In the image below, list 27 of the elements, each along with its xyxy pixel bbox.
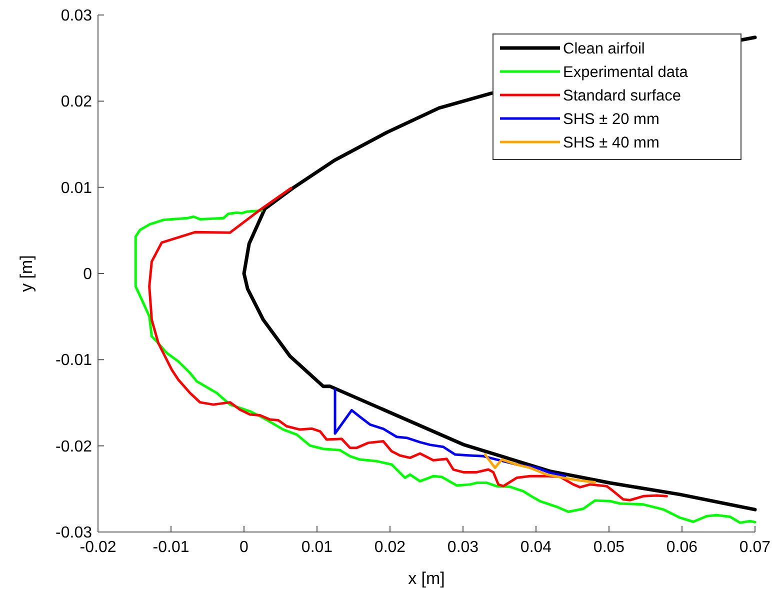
x-tick-label: 0.07 bbox=[739, 539, 771, 556]
legend-label: Experimental data bbox=[563, 64, 688, 81]
legend-label: Standard surface bbox=[563, 88, 682, 104]
x-tick-label: 0.01 bbox=[301, 539, 333, 556]
x-tick-label: 0.03 bbox=[447, 539, 479, 556]
y-tick-label: 0 bbox=[83, 266, 92, 283]
x-axis-title: x [m] bbox=[408, 569, 445, 588]
legend-label: SHS ± 20 mm bbox=[563, 111, 660, 128]
x-tick-label: -0.02 bbox=[80, 539, 116, 556]
x-tick-label: 0.06 bbox=[666, 539, 698, 556]
y-axis-title: y [m] bbox=[17, 255, 36, 292]
line-series bbox=[484, 453, 596, 484]
y-tick-label: 0.02 bbox=[60, 94, 92, 111]
y-tick-label: -0.02 bbox=[56, 438, 92, 456]
legend-label: SHS ± 40 mm bbox=[563, 134, 660, 152]
x-tick-label: 0.05 bbox=[593, 539, 625, 556]
x-tick-label: 0.02 bbox=[374, 539, 406, 556]
y-tick-label: 0.03 bbox=[60, 8, 92, 24]
y-tick-label: -0.01 bbox=[56, 352, 92, 370]
y-tick-label: -0.03 bbox=[56, 524, 92, 542]
x-tick-label: -0.01 bbox=[152, 539, 190, 556]
legend-label: Clean airfoil bbox=[563, 40, 645, 58]
y-tick-label: 0.01 bbox=[60, 180, 92, 197]
line-series bbox=[134, 209, 756, 524]
line-series bbox=[148, 186, 668, 502]
x-tick-label: 0 bbox=[240, 539, 249, 556]
x-tick-label: 0.04 bbox=[520, 539, 552, 556]
